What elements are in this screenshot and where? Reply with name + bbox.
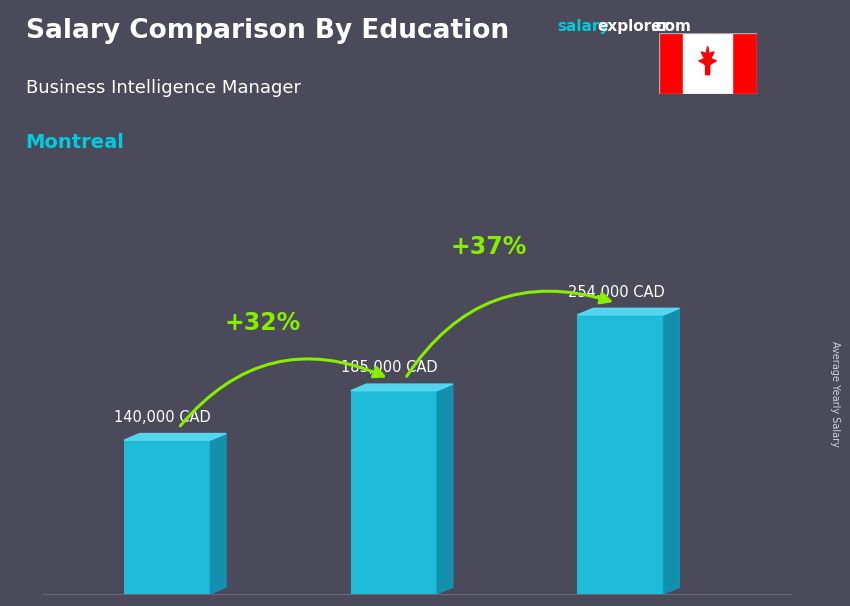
Polygon shape	[210, 433, 226, 594]
Text: 140,000 CAD: 140,000 CAD	[114, 410, 211, 425]
Text: +37%: +37%	[450, 235, 527, 259]
Bar	[124, 440, 210, 594]
Text: Average Yearly Salary: Average Yearly Salary	[830, 341, 840, 447]
Bar	[659, 33, 683, 94]
Polygon shape	[577, 308, 679, 315]
Text: Montreal: Montreal	[26, 133, 124, 152]
Polygon shape	[124, 433, 226, 440]
Polygon shape	[699, 47, 717, 75]
Text: salary: salary	[557, 19, 609, 35]
Bar	[683, 33, 732, 94]
Polygon shape	[664, 308, 679, 594]
Bar	[732, 33, 756, 94]
Bar	[351, 391, 437, 594]
Text: explorer: explorer	[598, 19, 670, 35]
Text: .com: .com	[650, 19, 691, 35]
Polygon shape	[437, 384, 453, 594]
Text: Salary Comparison By Education: Salary Comparison By Education	[26, 18, 508, 44]
Polygon shape	[351, 384, 453, 391]
Text: 254,000 CAD: 254,000 CAD	[568, 284, 665, 299]
Text: Business Intelligence Manager: Business Intelligence Manager	[26, 79, 301, 97]
Bar	[577, 315, 664, 594]
Text: 185,000 CAD: 185,000 CAD	[341, 361, 438, 375]
Text: +32%: +32%	[224, 311, 301, 335]
